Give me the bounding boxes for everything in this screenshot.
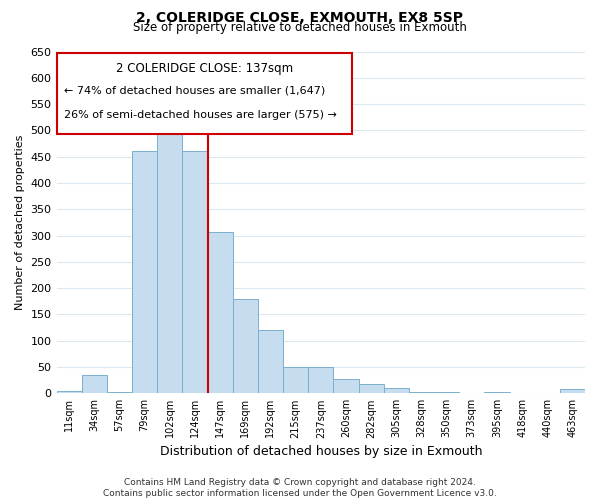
Bar bbox=[334, 378, 359, 394]
Bar bbox=[182, 152, 208, 394]
X-axis label: Distribution of detached houses by size in Exmouth: Distribution of detached houses by size … bbox=[160, 444, 482, 458]
Bar bbox=[157, 122, 182, 394]
Text: 2, COLERIDGE CLOSE, EXMOUTH, EX8 5SP: 2, COLERIDGE CLOSE, EXMOUTH, EX8 5SP bbox=[137, 11, 464, 25]
Bar bbox=[258, 330, 283, 394]
Bar bbox=[409, 392, 434, 394]
Text: ← 74% of detached houses are smaller (1,647): ← 74% of detached houses are smaller (1,… bbox=[64, 86, 326, 96]
Y-axis label: Number of detached properties: Number of detached properties bbox=[15, 134, 25, 310]
Bar bbox=[132, 152, 157, 394]
Bar bbox=[308, 367, 334, 394]
Bar bbox=[107, 392, 132, 394]
Bar bbox=[484, 392, 509, 394]
FancyBboxPatch shape bbox=[56, 53, 352, 134]
Text: Size of property relative to detached houses in Exmouth: Size of property relative to detached ho… bbox=[133, 21, 467, 34]
Bar bbox=[82, 375, 107, 394]
Bar bbox=[233, 298, 258, 394]
Bar bbox=[283, 367, 308, 394]
Text: Contains HM Land Registry data © Crown copyright and database right 2024.
Contai: Contains HM Land Registry data © Crown c… bbox=[103, 478, 497, 498]
Bar bbox=[359, 384, 383, 394]
Bar bbox=[560, 389, 585, 394]
Text: 26% of semi-detached houses are larger (575) →: 26% of semi-detached houses are larger (… bbox=[64, 110, 337, 120]
Bar bbox=[383, 388, 409, 394]
Text: 2 COLERIDGE CLOSE: 137sqm: 2 COLERIDGE CLOSE: 137sqm bbox=[116, 62, 293, 75]
Bar bbox=[434, 392, 459, 394]
Bar bbox=[56, 390, 82, 394]
Bar bbox=[208, 232, 233, 394]
